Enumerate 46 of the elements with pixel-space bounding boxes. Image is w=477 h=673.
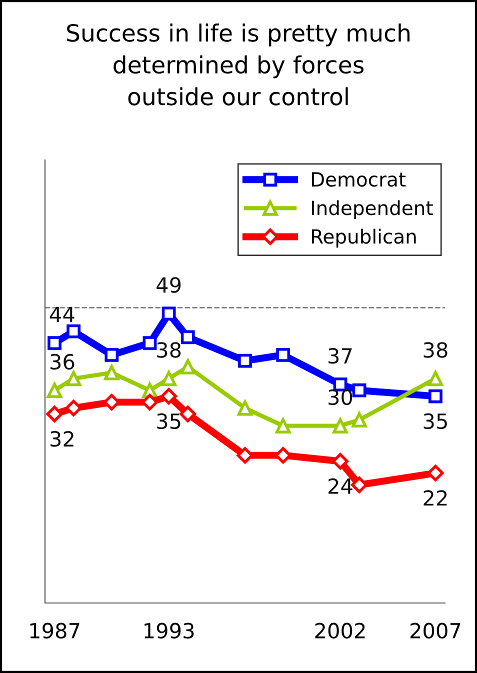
x-tick-label: 1993 [144, 622, 194, 639]
point [180, 330, 195, 344]
chart-title: Success in life is pretty much determined by forces outside our control [67, 24, 410, 106]
legend-label: Republican [312, 228, 416, 248]
point [180, 406, 196, 422]
point [238, 354, 252, 368]
data-label: 37 [328, 348, 352, 364]
point [104, 348, 119, 362]
point [275, 418, 291, 434]
point [160, 388, 178, 405]
point [162, 306, 176, 321]
x-tick-label: 1987 [30, 622, 80, 639]
point [46, 406, 63, 422]
point [65, 400, 82, 416]
data-label: 44 [50, 306, 74, 322]
data-label: 38 [157, 342, 181, 358]
data-label: 36 [50, 354, 74, 370]
x-tick-label: 2002 [315, 622, 365, 639]
data-label: 35 [157, 413, 180, 430]
point [352, 412, 367, 428]
legend-label: Democrat [312, 172, 406, 187]
point [66, 370, 82, 386]
data-label: 24 [328, 478, 352, 494]
point [427, 464, 444, 482]
data-label: 22 [424, 490, 447, 506]
data-label: 49 [156, 277, 181, 293]
point [48, 336, 62, 350]
x-tick-label: 2007 [410, 622, 460, 639]
point [332, 418, 348, 434]
point [276, 348, 290, 362]
data-label: 38 [424, 342, 448, 358]
legend-label: Independent [312, 200, 433, 220]
point [428, 389, 442, 404]
point [161, 370, 176, 386]
data-label: 32 [50, 431, 74, 447]
point [46, 382, 62, 398]
data-label: 30 [328, 389, 352, 406]
point [104, 365, 120, 380]
point [351, 476, 368, 494]
data-label: 35 [424, 413, 447, 430]
point [142, 336, 157, 350]
point [180, 359, 196, 374]
point [428, 370, 444, 386]
point [352, 383, 366, 398]
point [237, 400, 253, 416]
point [66, 324, 81, 338]
